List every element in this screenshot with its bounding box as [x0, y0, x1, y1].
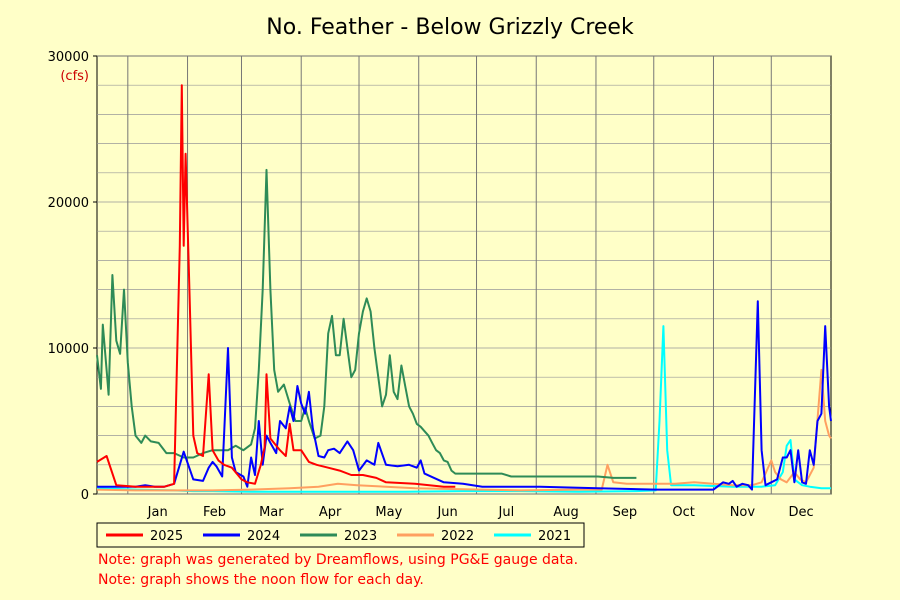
- x-tick-label: Apr: [319, 505, 342, 520]
- note-data-source: Note: graph was generated by Dreamflows,…: [98, 552, 579, 568]
- series-line-2022: [96, 368, 832, 492]
- series-line-2021: [96, 325, 831, 493]
- x-tick-label: Oct: [672, 505, 694, 520]
- legend-label-2024: 2024: [247, 529, 280, 544]
- x-tick-label: Jan: [147, 505, 168, 520]
- legend-label-2025: 2025: [150, 529, 183, 544]
- grid: [96, 55, 832, 495]
- y-tick-label: 30000: [48, 50, 89, 65]
- series-group: [96, 84, 832, 493]
- x-tick-label: Feb: [203, 505, 226, 520]
- series-line-2025: [96, 84, 456, 488]
- x-tick-label: Aug: [553, 505, 578, 520]
- y-tick-label: 0: [81, 488, 89, 503]
- x-tick-label: Sep: [613, 505, 638, 520]
- x-tick-label: Dec: [789, 505, 814, 520]
- x-tick-label: May: [375, 505, 402, 520]
- series-line-2024: [97, 300, 832, 491]
- chart-title: No. Feather - Below Grizzly Creek: [266, 15, 634, 40]
- legend: 2025 2024 2023 2022 2021: [96, 522, 585, 548]
- legend-label-2021: 2021: [538, 529, 571, 544]
- x-tick-label: Jun: [436, 505, 457, 520]
- axes: Jan Feb Mar Apr May Jun Jul Aug Sep Oct Nov Dec 0 100…: [48, 50, 814, 520]
- x-tick-label: Jul: [498, 505, 515, 520]
- y-tick-label: 20000: [48, 196, 89, 211]
- x-tick-label: Mar: [259, 505, 284, 520]
- y-axis-unit-label: (cfs): [60, 69, 89, 84]
- legend-label-2022: 2022: [441, 529, 474, 544]
- y-tick-label: 10000: [48, 342, 89, 357]
- note-noon-flow: Note: graph shows the noon flow for each…: [98, 572, 424, 588]
- x-tick-label: Nov: [730, 505, 756, 520]
- legend-label-2023: 2023: [344, 529, 377, 544]
- series-line-2023: [96, 168, 637, 479]
- plot-area: [96, 55, 832, 495]
